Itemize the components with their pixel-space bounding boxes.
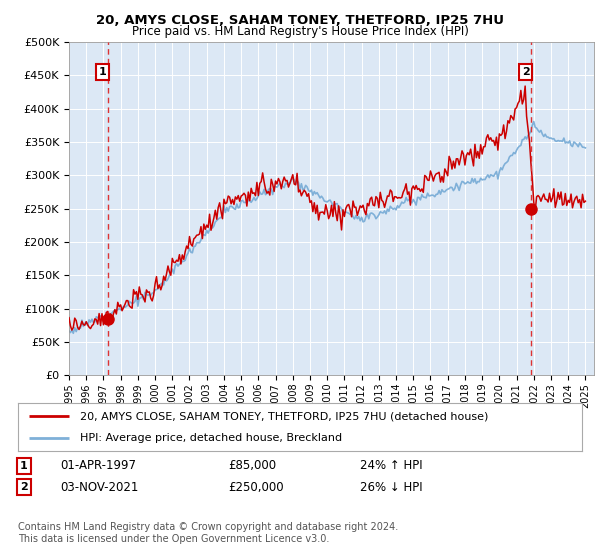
Text: 2: 2 bbox=[20, 482, 28, 492]
Text: 1: 1 bbox=[98, 67, 106, 77]
Text: 26% ↓ HPI: 26% ↓ HPI bbox=[360, 480, 422, 494]
Text: 01-APR-1997: 01-APR-1997 bbox=[60, 459, 136, 473]
Text: £85,000: £85,000 bbox=[228, 459, 276, 473]
Text: £250,000: £250,000 bbox=[228, 480, 284, 494]
Text: 24% ↑ HPI: 24% ↑ HPI bbox=[360, 459, 422, 473]
Text: 2: 2 bbox=[522, 67, 530, 77]
Text: 20, AMYS CLOSE, SAHAM TONEY, THETFORD, IP25 7HU: 20, AMYS CLOSE, SAHAM TONEY, THETFORD, I… bbox=[96, 14, 504, 27]
Text: Contains HM Land Registry data © Crown copyright and database right 2024.
This d: Contains HM Land Registry data © Crown c… bbox=[18, 522, 398, 544]
Text: 1: 1 bbox=[20, 461, 28, 471]
Text: HPI: Average price, detached house, Breckland: HPI: Average price, detached house, Brec… bbox=[80, 433, 342, 443]
Text: Price paid vs. HM Land Registry's House Price Index (HPI): Price paid vs. HM Land Registry's House … bbox=[131, 25, 469, 38]
Text: 20, AMYS CLOSE, SAHAM TONEY, THETFORD, IP25 7HU (detached house): 20, AMYS CLOSE, SAHAM TONEY, THETFORD, I… bbox=[80, 411, 488, 421]
Text: 03-NOV-2021: 03-NOV-2021 bbox=[60, 480, 139, 494]
